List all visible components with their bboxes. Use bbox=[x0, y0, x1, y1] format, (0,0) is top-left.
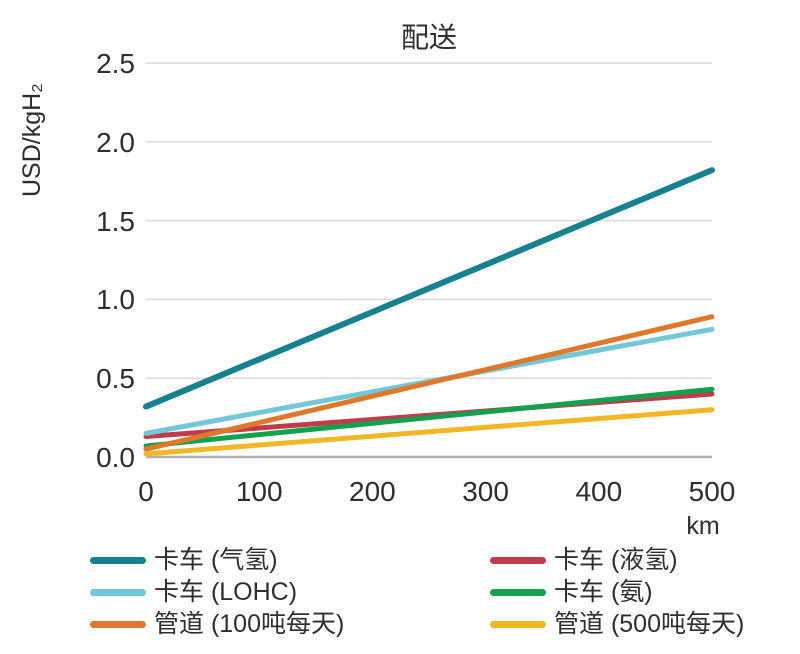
series-line-5 bbox=[143, 407, 715, 457]
legend-swatch-icon bbox=[90, 620, 146, 628]
y-tick-label: 0.0 bbox=[96, 442, 135, 473]
y-tick-label: 1.5 bbox=[96, 205, 135, 237]
y-tick-label: 2.0 bbox=[96, 126, 135, 158]
x-tick-label: 200 bbox=[349, 476, 396, 507]
legend-swatch-icon bbox=[490, 556, 546, 564]
series-line-2 bbox=[143, 314, 715, 452]
legend-swatch-icon bbox=[490, 588, 546, 596]
x-tick-label: 500 bbox=[688, 476, 736, 507]
y-tick-label: 2.5 bbox=[96, 48, 135, 79]
y-tick-label: 0.5 bbox=[96, 363, 135, 395]
legend-label: 卡车 (液氢) bbox=[554, 545, 678, 574]
legend: 卡车 (气氢) 卡车 (LOHC) 管道 (100吨每天) 卡车 (液氢) 卡车 (氨)… bbox=[90, 544, 744, 640]
legend-swatch-icon bbox=[90, 556, 146, 564]
legend-item-4: 卡车 (氨) bbox=[490, 577, 744, 606]
legend-item-3: 卡车 (液氢) bbox=[490, 545, 744, 574]
legend-item-1: 卡车 (LOHC) bbox=[90, 577, 490, 606]
legend-item-5: 管道 (500吨每天) bbox=[490, 609, 745, 638]
legend-label: 卡车 (气氢) bbox=[154, 545, 278, 574]
chart-title: 配送 bbox=[400, 22, 457, 53]
series-line-4 bbox=[143, 386, 715, 449]
x-tick-label: 0 bbox=[138, 476, 154, 507]
series-line-0 bbox=[143, 167, 715, 410]
legend-swatch-icon bbox=[90, 588, 146, 596]
x-tick-label: 100 bbox=[235, 476, 283, 507]
x-axis-label: km bbox=[686, 512, 720, 540]
legend-swatch-icon bbox=[490, 620, 546, 628]
x-tick-label: 300 bbox=[462, 476, 509, 507]
legend-label: 管道 (100吨每天) bbox=[154, 609, 345, 638]
legend-item-0: 卡车 (气氢) bbox=[90, 545, 490, 574]
legend-label: 管道 (500吨每天) bbox=[554, 609, 745, 638]
y-tick-label: 1.0 bbox=[96, 284, 135, 316]
legend-label: 卡车 (氨) bbox=[554, 577, 653, 606]
x-tick-label: 400 bbox=[575, 476, 623, 507]
legend-item-2: 管道 (100吨每天) bbox=[90, 609, 490, 638]
legend-label: 卡车 (LOHC) bbox=[154, 577, 298, 606]
